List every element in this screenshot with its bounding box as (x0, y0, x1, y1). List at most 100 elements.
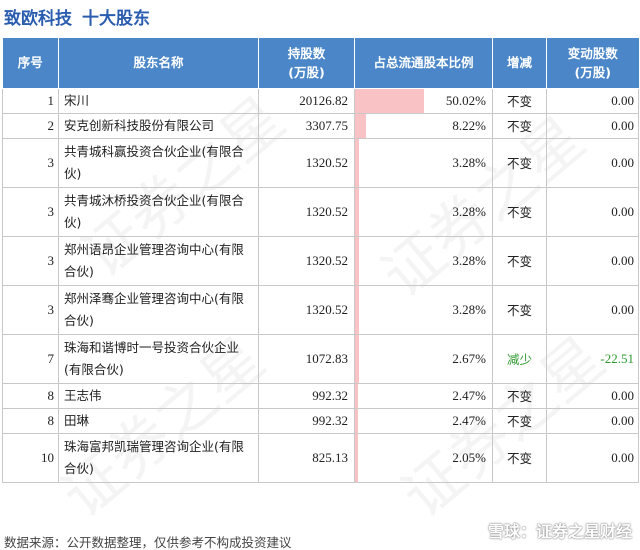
cell-ratio: 2.67% (354, 333, 493, 384)
ratio-bar (355, 433, 358, 482)
cell-shareholder-name: 郑州语昂企业管理咨询中心(有限合伙) (58, 235, 259, 286)
cell-rank: 7 (2, 333, 59, 384)
table-row: 7 珠海和谐博时一号投资合伙企业(有限合伙) 1072.83 2.67% 减少 -22.5… (2, 333, 639, 384)
cell-rank: 3 (2, 284, 59, 335)
shareholders-table: 序号 股东名称 持股数 (万股) 占总流通股本比例 增减 变动股数 (万股) 1… (2, 38, 639, 483)
cell-shareholder-name: 郑州泽骞企业管理咨询中心(有限合伙) (58, 284, 259, 335)
ratio-text: 3.28% (452, 154, 486, 170)
table-row: 3 共青城沐桥投资合伙企业(有限合伙) 1320.52 3.28% 不变 0.00 (2, 186, 639, 237)
header-delta: 变动股数 (万股) (546, 38, 639, 89)
table-row: 3 郑州语昂企业管理咨询中心(有限合伙) 1320.52 3.28% 不变 0.00 (2, 235, 639, 286)
cell-rank: 1 (2, 87, 59, 114)
ratio-text: 2.47% (452, 412, 486, 428)
cell-shareholder-name: 珠海和谐博时一号投资合伙企业(有限合伙) (58, 333, 259, 384)
cell-ratio: 3.28% (354, 235, 493, 286)
cell-shareholder-name: 宋川 (58, 87, 259, 114)
company-name: 致欧科技 (4, 8, 72, 29)
cell-change: 减少 (492, 333, 547, 384)
cell-shares: 825.13 (258, 432, 355, 483)
cell-delta: 0.00 (546, 284, 639, 335)
cell-shares: 1072.83 (258, 333, 355, 384)
brand-text: 雪球：证券之星财经 (487, 522, 632, 541)
cell-change: 不变 (492, 284, 547, 335)
cell-delta: 0.00 (546, 186, 639, 237)
header-shares: 持股数 (万股) (258, 38, 355, 89)
snowball-logo-icon (462, 521, 481, 539)
cell-shareholder-name: 共青城科赢投资合伙企业(有限合伙) (58, 137, 259, 188)
cell-change: 不变 (492, 382, 547, 409)
cell-rank: 3 (2, 137, 59, 188)
cell-delta: 0.00 (546, 432, 639, 483)
cell-ratio: 3.28% (354, 284, 493, 335)
ratio-bar (355, 285, 360, 334)
cell-rank: 8 (2, 407, 59, 434)
table-row: 8 王志伟 992.32 2.47% 不变 0.00 (2, 382, 639, 409)
cell-delta: 0.00 (546, 137, 639, 188)
header-ratio: 占总流通股本比例 (354, 38, 493, 89)
header-name: 股东名称 (58, 38, 259, 89)
cell-change: 不变 (492, 87, 547, 114)
cell-delta: 0.00 (546, 235, 639, 286)
ratio-bar (355, 88, 424, 113)
ratio-text: 3.28% (452, 252, 486, 268)
ratio-text: 2.05% (452, 449, 486, 465)
ratio-text: 8.22% (452, 117, 486, 133)
ratio-bar (355, 236, 360, 285)
page-title: 致欧科技 十大股东 (4, 3, 150, 29)
cell-shares: 3307.75 (258, 112, 355, 139)
table-row: 3 郑州泽骞企业管理咨询中心(有限合伙) 1320.52 3.28% 不变 0.00 (2, 284, 639, 335)
cell-ratio: 2.47% (354, 382, 493, 409)
ratio-text: 3.28% (452, 301, 486, 317)
cell-rank: 2 (2, 112, 59, 139)
table-row: 2 安克创新科技股份有限公司 3307.75 8.22% 不变 0.00 (2, 112, 639, 139)
ratio-bar (355, 113, 367, 138)
brand-watermark: 雪球：证券之星财经 (462, 518, 632, 542)
table-row: 3 共青城科赢投资合伙企业(有限合伙) 1320.52 3.28% 不变 0.00 (2, 137, 639, 188)
cell-shareholder-name: 珠海富邦凯瑞管理咨询企业(有限合伙) (58, 432, 259, 483)
ratio-bar (355, 334, 359, 383)
cell-shareholder-name: 共青城沐桥投资合伙企业(有限合伙) (58, 186, 259, 237)
cell-shares: 1320.52 (258, 284, 355, 335)
table-row: 1 宋川 20126.82 50.02% 不变 0.00 (2, 87, 639, 114)
data-source-note: 数据来源：公开数据整理，仅供参考不构成投资建议 (4, 535, 292, 550)
cell-shareholder-name: 田琳 (58, 407, 259, 434)
cell-rank: 3 (2, 235, 59, 286)
table-header-row: 序号 股东名称 持股数 (万股) 占总流通股本比例 增减 变动股数 (万股) (2, 38, 639, 89)
cell-shares: 1320.52 (258, 235, 355, 286)
ratio-bar (355, 138, 360, 187)
cell-shares: 992.32 (258, 407, 355, 434)
cell-ratio: 50.02% (354, 87, 493, 114)
cell-shares: 992.32 (258, 382, 355, 409)
cell-delta: 0.00 (546, 112, 639, 139)
cell-shareholder-name: 安克创新科技股份有限公司 (58, 112, 259, 139)
cell-shares: 1320.52 (258, 186, 355, 237)
header-rank: 序号 (2, 38, 59, 89)
cell-change: 不变 (492, 407, 547, 434)
ratio-bar (355, 383, 359, 408)
ratio-bar (355, 408, 359, 433)
cell-delta: 0.00 (546, 407, 639, 434)
cell-change: 不变 (492, 137, 547, 188)
cell-ratio: 2.47% (354, 407, 493, 434)
ratio-text: 3.28% (452, 203, 486, 219)
cell-change: 不变 (492, 186, 547, 237)
cell-ratio: 3.28% (354, 137, 493, 188)
cell-change: 不变 (492, 112, 547, 139)
cell-shares: 1320.52 (258, 137, 355, 188)
cell-ratio: 3.28% (354, 186, 493, 237)
cell-change: 不变 (492, 235, 547, 286)
table-title: 十大股东 (82, 8, 150, 29)
cell-rank: 10 (2, 432, 59, 483)
cell-rank: 8 (2, 382, 59, 409)
cell-delta: 0.00 (546, 382, 639, 409)
cell-ratio: 8.22% (354, 112, 493, 139)
cell-delta: -22.51 (546, 333, 639, 384)
ratio-text: 50.02% (445, 92, 486, 108)
ratio-text: 2.67% (452, 350, 486, 366)
header-change: 增减 (492, 38, 547, 89)
table-row: 10 珠海富邦凯瑞管理咨询企业(有限合伙) 825.13 2.05% 不变 0.00 (2, 432, 639, 483)
cell-rank: 3 (2, 186, 59, 237)
cell-shareholder-name: 王志伟 (58, 382, 259, 409)
cell-change: 不变 (492, 432, 547, 483)
table-row: 8 田琳 992.32 2.47% 不变 0.00 (2, 407, 639, 434)
